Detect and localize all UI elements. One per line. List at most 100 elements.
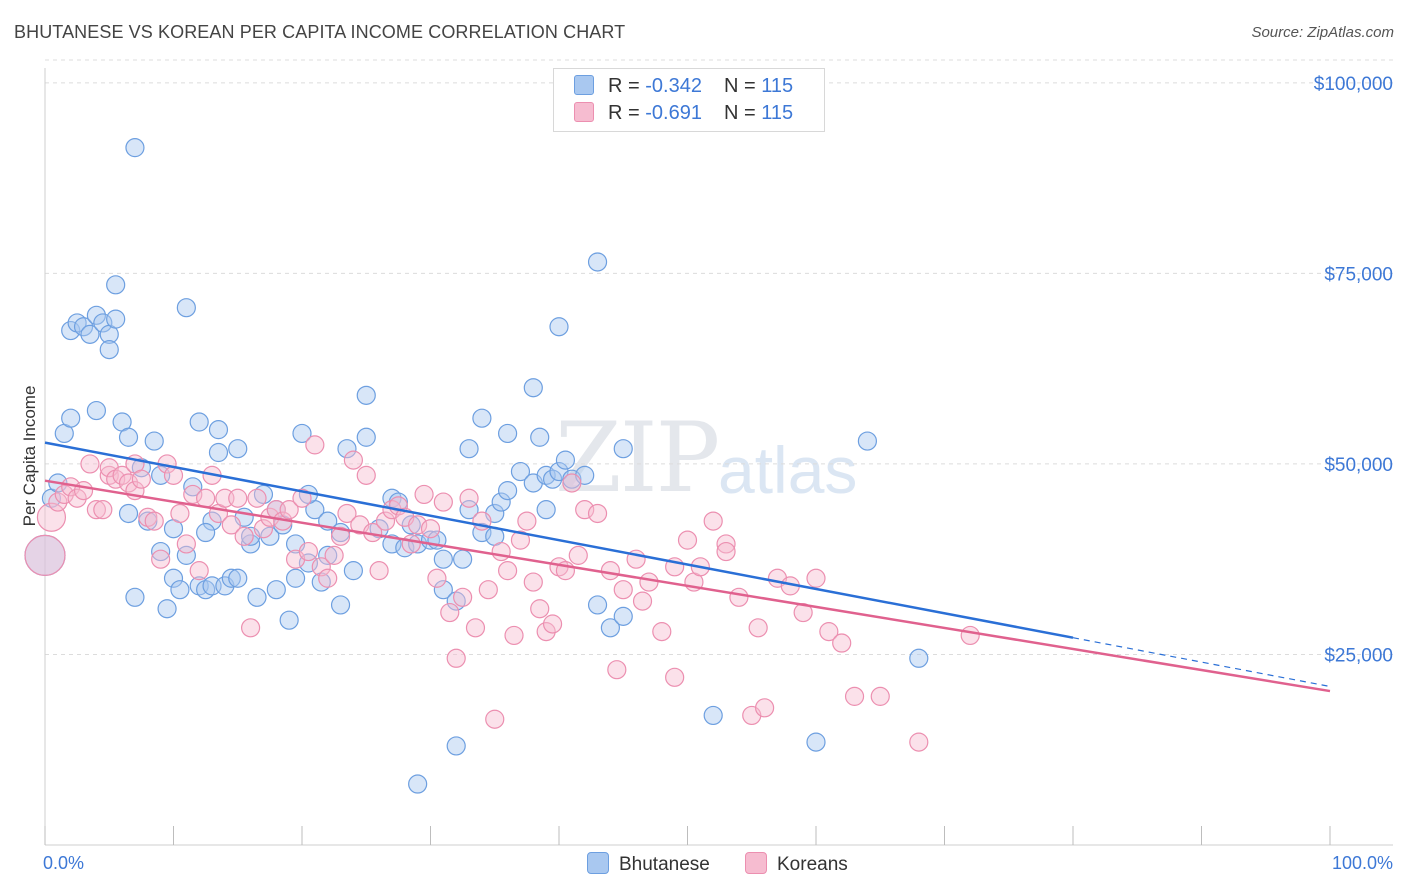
bhutanese-point <box>163 568 184 588</box>
koreans-point <box>118 473 139 493</box>
koreans-point <box>870 686 890 706</box>
legend-n-value: 115 <box>761 102 794 124</box>
bhutanese-point <box>536 500 556 520</box>
bhutanese-point <box>408 774 428 794</box>
bhutanese-trend-extension <box>1072 637 1331 688</box>
bhutanese-point <box>266 580 286 600</box>
watermark-atlas: atlas <box>718 433 858 507</box>
koreans-point <box>587 503 608 524</box>
bhutanese-point <box>318 545 338 565</box>
koreans-point <box>305 435 325 455</box>
tick-labels: $25,000 $50,000 $75,000 $100,000 0.0% 100.0% <box>43 74 1393 873</box>
bhutanese-point <box>125 138 145 158</box>
koreans-point <box>530 599 550 619</box>
koreans-point <box>241 618 261 638</box>
y-tick-label: $75,000 <box>1324 264 1393 285</box>
legend-row-bhutanese: R = -0.342 N = 115 <box>574 75 793 101</box>
series-bhutanese-points <box>24 138 929 794</box>
bhutanese-point <box>118 503 139 524</box>
koreans-point <box>652 622 672 642</box>
koreans-point <box>632 591 653 611</box>
koreans-point <box>311 557 331 577</box>
bhutanese-point <box>208 420 229 440</box>
bottom-legend-swatch-bhutanese <box>587 852 609 874</box>
koreans-point <box>279 500 299 520</box>
bhutanese-point <box>176 545 196 565</box>
koreans-point <box>176 534 196 554</box>
koreans-point <box>196 488 216 508</box>
bhutanese-point <box>298 553 319 573</box>
koreans-point <box>401 534 421 554</box>
bhutanese-point <box>73 317 94 337</box>
koreans-point <box>73 481 94 501</box>
koreans-point <box>48 492 68 512</box>
bhutanese-point <box>292 423 312 444</box>
koreans-point <box>485 709 505 729</box>
x-tick-label: 0.0% <box>43 853 84 873</box>
bhutanese-point <box>157 599 177 619</box>
koreans-point <box>568 545 588 565</box>
bhutanese-point <box>196 522 216 543</box>
koreans-point <box>459 488 479 508</box>
bhutanese-point <box>337 439 357 459</box>
koreans-point <box>677 530 698 550</box>
koreans-point <box>562 473 582 493</box>
bhutanese-point <box>587 595 608 615</box>
bhutanese-point <box>202 511 222 531</box>
bhutanese-point <box>228 439 248 459</box>
bhutanese-point <box>530 427 550 447</box>
legend-n-label: N = <box>723 75 762 97</box>
koreans-point <box>375 511 396 531</box>
bhutanese-point <box>600 618 621 638</box>
koreans-point <box>510 530 531 550</box>
x-tick-label: 100.0% <box>1332 853 1393 873</box>
bhutanese-point <box>241 534 261 554</box>
bhutanese-point <box>433 580 453 600</box>
koreans-point <box>498 561 518 581</box>
koreans-point <box>330 526 351 546</box>
koreans-point <box>369 561 389 581</box>
bhutanese-point <box>613 606 633 626</box>
bhutanese-point <box>857 431 878 451</box>
bhutanese-point <box>343 561 363 581</box>
bhutanese-point <box>491 492 511 512</box>
bhutanese-point <box>433 549 453 569</box>
bhutanese-point <box>170 580 190 600</box>
bhutanese-trend-line <box>44 441 1074 639</box>
chart-title: BHUTANESE VS KOREAN PER CAPITA INCOME CO… <box>14 22 626 42</box>
koreans-point <box>446 648 466 668</box>
koreans-point <box>292 488 312 508</box>
koreans-point <box>703 511 723 531</box>
koreans-point <box>86 500 107 520</box>
koreans-point <box>453 587 473 607</box>
bhutanese-point <box>183 477 203 497</box>
axes <box>44 68 1393 846</box>
bhutanese-point <box>86 305 107 325</box>
koreans-point <box>639 572 659 592</box>
koreans-point <box>112 465 132 485</box>
koreans-point <box>600 561 621 581</box>
trend-lines <box>44 441 1331 693</box>
bottom-legend-koreans[interactable]: Koreans <box>745 852 848 876</box>
bhutanese-point <box>61 408 81 428</box>
watermark-zip: ZIP <box>555 402 720 514</box>
koreans-point <box>729 587 749 607</box>
legend-row-koreans: R = -0.691 N = 115 <box>574 102 793 128</box>
legend-r-value: -0.342 <box>645 75 702 97</box>
bhutanese-point <box>703 705 723 726</box>
y-tick-label: $50,000 <box>1324 455 1393 476</box>
bhutanese-point <box>472 408 492 428</box>
correlation-legend: R = -0.342 N = 115 R = -0.691 N = 115 <box>553 68 825 132</box>
koreans-point <box>607 660 627 680</box>
koreans-point <box>183 484 203 505</box>
koreans-point <box>716 541 736 562</box>
koreans-point <box>408 515 428 535</box>
bhutanese-point <box>523 378 543 398</box>
bhutanese-point <box>555 450 576 470</box>
bhutanese-point <box>86 400 107 421</box>
source-label: Source: ZipAtlas.com <box>1251 24 1394 41</box>
bottom-legend-bhutanese[interactable]: Bhutanese <box>587 852 710 876</box>
bhutanese-point <box>472 522 492 543</box>
koreans-point <box>80 454 100 474</box>
koreans-point <box>228 488 248 508</box>
